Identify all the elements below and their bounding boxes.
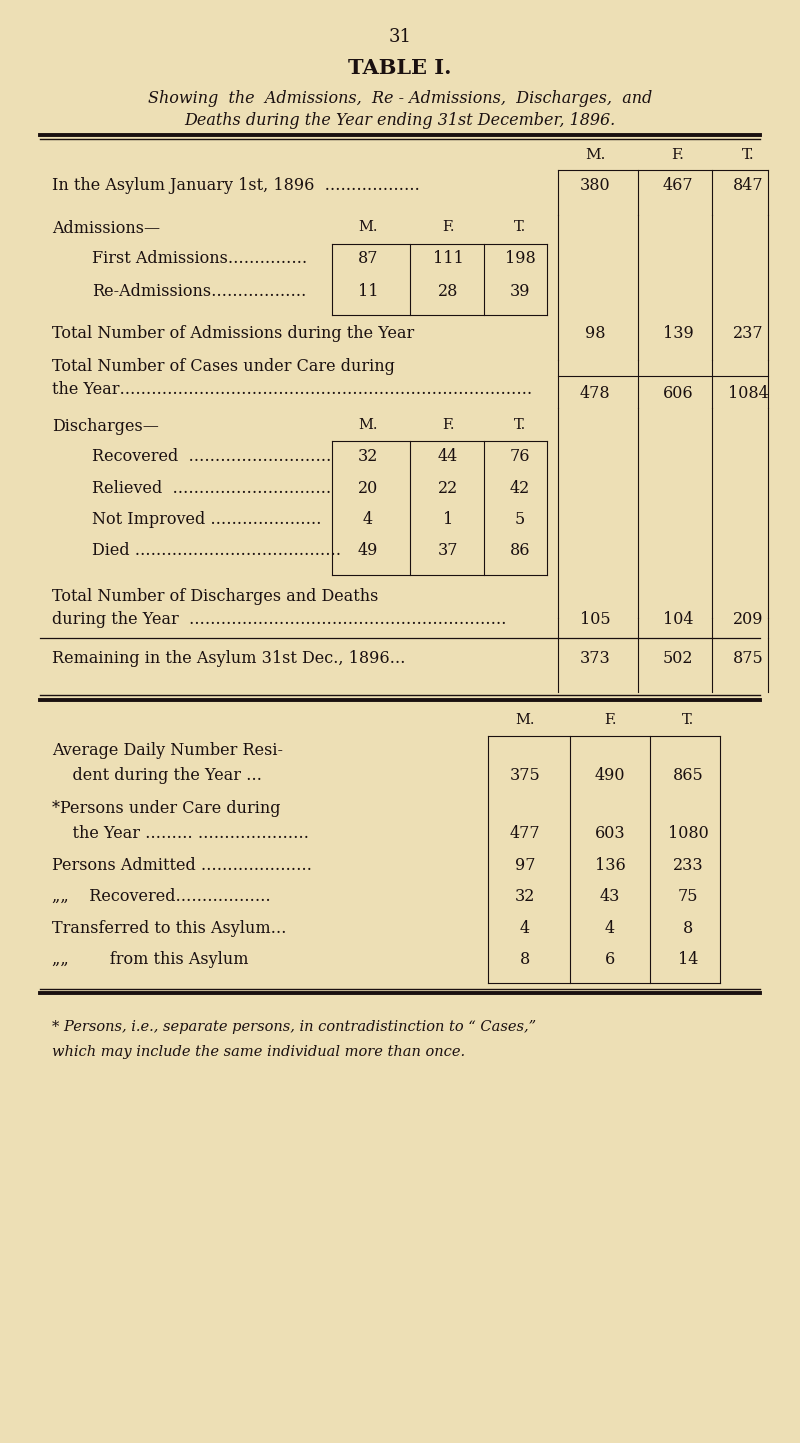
Text: 233: 233 <box>673 857 703 874</box>
Text: „„    Recovered………………: „„ Recovered……………… <box>52 887 270 905</box>
Text: during the Year  ……………………………………………………: during the Year …………………………………………………… <box>52 610 506 628</box>
Text: 136: 136 <box>594 857 626 874</box>
Text: 75: 75 <box>678 887 698 905</box>
Text: 42: 42 <box>510 481 530 496</box>
Text: In the Asylum January 1st, 1896  ………………: In the Asylum January 1st, 1896 ……………… <box>52 177 420 193</box>
Text: Relieved  …………………………: Relieved ………………………… <box>92 481 331 496</box>
Text: 76: 76 <box>510 447 530 465</box>
Text: 375: 375 <box>510 768 540 784</box>
Text: Re-Admissions………………: Re-Admissions……………… <box>92 283 306 300</box>
Text: the Year ……… …………………: the Year ……… ………………… <box>52 825 309 843</box>
Text: 32: 32 <box>515 887 535 905</box>
Text: 380: 380 <box>580 177 610 193</box>
Text: First Admissions……………: First Admissions…………… <box>92 250 307 267</box>
Text: 467: 467 <box>662 177 694 193</box>
Text: Persons Admitted …………………: Persons Admitted ………………… <box>52 857 312 874</box>
Text: 606: 606 <box>662 385 694 403</box>
Text: 4: 4 <box>520 921 530 937</box>
Text: the Year……………………………………………………………………: the Year…………………………………………………………………… <box>52 381 532 398</box>
Text: 4: 4 <box>605 921 615 937</box>
Text: M.: M. <box>358 219 378 234</box>
Text: „„        from this Asylum: „„ from this Asylum <box>52 951 249 968</box>
Text: 1: 1 <box>443 511 453 528</box>
Text: Total Number of Admissions during the Year: Total Number of Admissions during the Ye… <box>52 325 414 342</box>
Text: 139: 139 <box>662 325 694 342</box>
Text: 31: 31 <box>389 27 411 46</box>
Text: 478: 478 <box>580 385 610 403</box>
Text: 198: 198 <box>505 250 535 267</box>
Text: 4: 4 <box>363 511 373 528</box>
Text: F.: F. <box>442 418 454 431</box>
Text: 20: 20 <box>358 481 378 496</box>
Text: Died …………………………………: Died ………………………………… <box>92 543 341 558</box>
Text: 28: 28 <box>438 283 458 300</box>
Text: 98: 98 <box>585 325 606 342</box>
Text: 37: 37 <box>438 543 458 558</box>
Text: T.: T. <box>682 713 694 727</box>
Text: Average Daily Number Resi-: Average Daily Number Resi- <box>52 742 283 759</box>
Text: 86: 86 <box>510 543 530 558</box>
Text: 5: 5 <box>515 511 525 528</box>
Text: M.: M. <box>515 713 534 727</box>
Text: F.: F. <box>604 713 616 727</box>
Text: Showing  the  Admissions,  Re - Admissions,  Discharges,  and: Showing the Admissions, Re - Admissions,… <box>148 89 652 107</box>
Text: F.: F. <box>671 149 685 162</box>
Text: 1084: 1084 <box>728 385 768 403</box>
Text: Discharges—: Discharges— <box>52 418 159 434</box>
Text: 8: 8 <box>520 951 530 968</box>
Text: 1080: 1080 <box>668 825 708 843</box>
Text: T.: T. <box>514 219 526 234</box>
Text: 477: 477 <box>510 825 540 843</box>
Text: Remaining in the Asylum 31st Dec., 1896…: Remaining in the Asylum 31st Dec., 1896… <box>52 649 406 667</box>
Text: Not Improved …………………: Not Improved ………………… <box>92 511 322 528</box>
Text: Total Number of Discharges and Deaths: Total Number of Discharges and Deaths <box>52 587 378 605</box>
Text: 49: 49 <box>358 543 378 558</box>
Text: 875: 875 <box>733 649 763 667</box>
Text: 111: 111 <box>433 250 463 267</box>
Text: Recovered  ………………………: Recovered ……………………… <box>92 447 331 465</box>
Text: F.: F. <box>442 219 454 234</box>
Text: dent during the Year …: dent during the Year … <box>52 768 262 784</box>
Text: 32: 32 <box>358 447 378 465</box>
Text: 22: 22 <box>438 481 458 496</box>
Text: 87: 87 <box>358 250 378 267</box>
Text: 6: 6 <box>605 951 615 968</box>
Text: which may include the same individual more than once.: which may include the same individual mo… <box>52 1045 465 1059</box>
Text: 603: 603 <box>594 825 626 843</box>
Text: 39: 39 <box>510 283 530 300</box>
Text: *Persons under Care during: *Persons under Care during <box>52 799 281 817</box>
Text: Total Number of Cases under Care during: Total Number of Cases under Care during <box>52 358 395 375</box>
Text: M.: M. <box>358 418 378 431</box>
Text: 105: 105 <box>580 610 610 628</box>
Text: 97: 97 <box>514 857 535 874</box>
Text: 237: 237 <box>733 325 763 342</box>
Text: 14: 14 <box>678 951 698 968</box>
Text: 8: 8 <box>683 921 693 937</box>
Text: 865: 865 <box>673 768 703 784</box>
Text: 11: 11 <box>358 283 378 300</box>
Text: 373: 373 <box>580 649 610 667</box>
Text: 847: 847 <box>733 177 763 193</box>
Text: 209: 209 <box>733 610 763 628</box>
Text: * Persons, i.e., separate persons, in contradistinction to “ Cases,”: * Persons, i.e., separate persons, in co… <box>52 1020 536 1035</box>
Text: Deaths during the Year ending 31st December, 1896.: Deaths during the Year ending 31st Decem… <box>184 113 616 128</box>
Text: 44: 44 <box>438 447 458 465</box>
Text: 490: 490 <box>594 768 626 784</box>
Text: 43: 43 <box>600 887 620 905</box>
Text: T.: T. <box>514 418 526 431</box>
Text: Admissions—: Admissions— <box>52 219 160 237</box>
Text: M.: M. <box>585 149 605 162</box>
Text: 502: 502 <box>662 649 694 667</box>
Text: T.: T. <box>742 149 754 162</box>
Text: Transferred to this Asylum…: Transferred to this Asylum… <box>52 921 286 937</box>
Text: TABLE I.: TABLE I. <box>348 58 452 78</box>
Text: 104: 104 <box>662 610 694 628</box>
